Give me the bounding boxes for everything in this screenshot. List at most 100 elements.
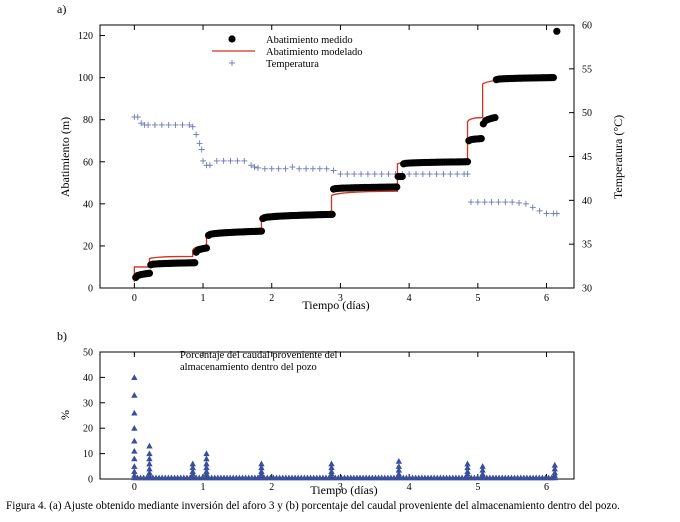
- temperature-point: [275, 165, 282, 172]
- temperature-point: [464, 171, 471, 178]
- temperature-point: [378, 171, 385, 178]
- temperature-point: [440, 171, 447, 178]
- percent-spike-point: [464, 460, 471, 467]
- x-tick-label: 0: [132, 482, 137, 493]
- x-tick-label: 4: [407, 482, 412, 493]
- legend-measured-label: Abatimiento medido: [266, 35, 353, 46]
- temperature-point: [406, 171, 413, 178]
- temperature-point: [241, 157, 248, 164]
- percent-spike-point: [258, 473, 265, 480]
- temperature-point: [213, 157, 220, 164]
- percent-spike-point: [203, 450, 210, 457]
- temperature-point: [344, 171, 351, 178]
- y2-tick-label: 50: [582, 108, 592, 119]
- temperature-point: [151, 121, 158, 128]
- legend-temperature-marker: [229, 60, 235, 66]
- x-tick-label: 4: [407, 293, 412, 304]
- temperature-point: [261, 165, 268, 172]
- temperature-point: [145, 121, 152, 128]
- percent-spike-point: [328, 464, 335, 471]
- temperature-point: [316, 165, 323, 172]
- legend-temperature-label: Temperatura: [266, 59, 319, 70]
- percent-spike-point: [131, 437, 138, 444]
- percent-spike-point: [146, 455, 153, 462]
- temperature-point: [536, 207, 543, 214]
- percent-spike-point: [395, 466, 403, 473]
- percent-spike-point: [551, 465, 558, 472]
- y-tick-label: 100: [78, 73, 93, 84]
- y2-tick-label: 35: [582, 240, 592, 251]
- percent-spike-point: [146, 471, 153, 478]
- y2-tick-label: 55: [582, 64, 592, 75]
- temperature-point: [419, 171, 426, 178]
- percent-spike-point: [131, 463, 138, 469]
- temperature-point: [198, 146, 205, 153]
- temperature-point: [426, 171, 433, 178]
- measured-point: [549, 74, 557, 82]
- panel-b-annotation-line-1: Porcentaje del caudal proveniente del: [180, 350, 338, 361]
- percent-spike-point: [146, 465, 153, 472]
- temperature-point: [529, 204, 536, 211]
- temperature-point: [330, 167, 337, 174]
- temperature-point: [522, 200, 529, 207]
- temperature-point: [158, 121, 165, 128]
- temperature-point: [413, 171, 419, 178]
- panel-a-y2-axis-label: Temperatura (°C): [611, 115, 625, 199]
- panel-a: a) 0 1 2 3 4 5 602040608010012030354045505560 …: [57, 2, 625, 312]
- panel-a-plot-frame: [99, 24, 575, 289]
- temperature-point: [251, 164, 258, 171]
- measured-point: [491, 113, 499, 122]
- percent-spike-point: [131, 468, 138, 474]
- temperature-point: [454, 171, 461, 178]
- temperature-point: [268, 165, 275, 172]
- temperature-point: [248, 162, 255, 169]
- temperature-point: [165, 121, 172, 128]
- percent-spike-point: [395, 463, 403, 469]
- percent-spike-point: [189, 473, 196, 480]
- temperature-point: [296, 165, 303, 172]
- temperature-point: [371, 171, 378, 178]
- temperature-point: [189, 123, 196, 130]
- percent-spike-point: [395, 473, 403, 480]
- measured-point: [328, 210, 336, 218]
- percent-spike-point: [551, 461, 558, 468]
- temperature-point: [206, 162, 213, 169]
- temperature-point: [502, 199, 509, 206]
- percent-spike-point: [146, 450, 153, 457]
- percent-spike-point: [146, 442, 153, 449]
- percent-spike-point: [203, 455, 210, 462]
- temperature-point: [303, 165, 310, 172]
- y-tick-label: 40: [83, 199, 93, 210]
- x-tick-label: 1: [201, 293, 206, 304]
- temperature-point: [495, 199, 502, 206]
- measured-point: [202, 244, 211, 252]
- panel-a-label: a): [57, 2, 66, 16]
- y2-tick-label: 45: [582, 152, 592, 163]
- measured-point: [145, 269, 154, 277]
- y2-tick-label: 40: [582, 196, 592, 207]
- percent-spike-point: [328, 473, 335, 480]
- panel-b-x-axis-label: Tiempo (días): [310, 483, 377, 497]
- percent-spike-point: [203, 464, 210, 471]
- temperature-point: [474, 199, 481, 206]
- panel-a-x-axis-label: Tiempo (días): [302, 298, 369, 312]
- y-tick-label: 80: [83, 115, 93, 126]
- temperature-point: [282, 165, 289, 172]
- temperature-point: [385, 171, 392, 178]
- panel-b-axes: 0 1 2 3 4 5 6 0 10 20 30 40 50: [83, 348, 549, 494]
- percent-spike-point: [203, 473, 210, 480]
- panel-a-y-axis-label: Abatimiento (m): [58, 117, 72, 197]
- temperature-point: [186, 121, 193, 128]
- x-tick-label: 5: [475, 293, 480, 304]
- temperature-point: [172, 121, 179, 128]
- percent-spike-point: [464, 464, 471, 471]
- percent-spike-point: [189, 460, 196, 467]
- y-tick-label: 20: [83, 241, 93, 252]
- measured-drawdown-series: [132, 27, 561, 282]
- y2-tick-label: 60: [582, 21, 592, 32]
- percent-spike-point: [479, 466, 486, 473]
- temperature-point: [309, 165, 316, 172]
- percent-spike-point: [131, 409, 138, 416]
- temperature-point: [134, 114, 141, 121]
